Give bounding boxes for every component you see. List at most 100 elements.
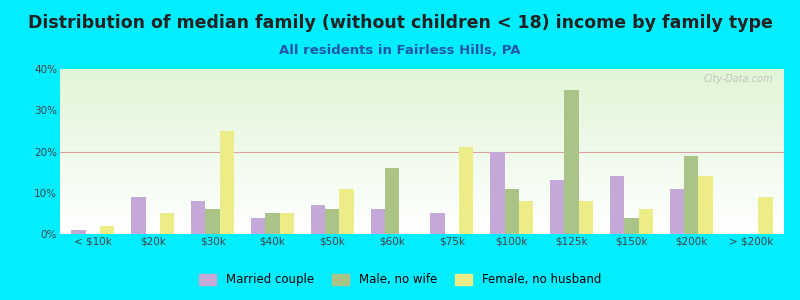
Bar [60,208,784,209]
Bar [60,110,784,112]
Bar [60,116,784,117]
Bar [60,139,784,140]
Bar [325,209,339,234]
Bar [565,90,578,234]
Bar [490,152,505,234]
Bar [60,79,784,80]
Bar [670,189,684,234]
Bar [60,125,784,127]
Bar [60,99,784,101]
Bar [60,156,784,157]
Bar [60,202,784,204]
Bar [60,143,784,145]
Bar [550,180,565,234]
Bar [60,94,784,95]
Bar [60,85,784,87]
Bar [60,205,784,206]
Bar [60,105,784,106]
Bar [60,180,784,182]
Bar [60,200,784,201]
Bar [638,209,653,234]
Bar [60,194,784,196]
Bar [71,230,86,234]
Bar [60,224,784,226]
Bar [60,157,784,158]
Bar [60,83,784,84]
Bar [684,156,698,234]
Bar [60,218,784,219]
Bar [60,112,784,113]
Bar [430,213,445,234]
Bar [60,230,784,231]
Bar [60,196,784,197]
Bar [60,134,784,135]
Bar [60,169,784,171]
Bar [610,176,624,234]
Bar [60,161,784,163]
Bar [60,163,784,164]
Bar [60,84,784,86]
Bar [60,109,784,110]
Bar [698,176,713,234]
Bar [60,135,784,136]
Bar [60,130,784,131]
Bar [60,91,784,92]
Bar [279,213,294,234]
Bar [60,146,784,147]
Bar [60,142,784,143]
Bar [60,193,784,194]
Bar [578,201,593,234]
Bar [60,102,784,104]
Bar [60,184,784,186]
Bar [60,113,784,114]
Legend: Married couple, Male, no wife, Female, no husband: Married couple, Male, no wife, Female, n… [194,269,606,291]
Bar [60,81,784,83]
Bar [60,206,784,208]
Bar [60,73,784,74]
Text: All residents in Fairless Hills, PA: All residents in Fairless Hills, PA [279,44,521,56]
Bar [60,152,784,153]
Bar [60,100,784,102]
Bar [60,189,784,190]
Bar [60,204,784,205]
Bar [60,197,784,198]
Bar [60,160,784,161]
Bar [60,69,784,70]
Bar [60,222,784,223]
Bar [60,226,784,227]
Bar [60,167,784,168]
Bar [60,201,784,202]
Bar [60,173,784,175]
Bar [60,191,784,193]
Bar [60,229,784,230]
Bar [60,164,784,165]
Bar [220,131,234,234]
Bar [100,226,114,234]
Bar [60,106,784,107]
Bar [60,131,784,132]
Bar [60,182,784,183]
Bar [60,178,784,179]
Bar [60,219,784,220]
Bar [131,197,146,234]
Bar [60,95,784,97]
Bar [60,183,784,184]
Bar [60,76,784,77]
Bar [60,227,784,229]
Bar [624,218,638,234]
Bar [459,147,474,234]
Bar [60,123,784,124]
Bar [60,80,784,81]
Bar [60,124,784,125]
Bar [60,87,784,88]
Bar [60,90,784,91]
Bar [60,153,784,154]
Bar [60,118,784,120]
Bar [60,120,784,121]
Bar [60,211,784,212]
Text: City-Data.com: City-Data.com [703,74,773,84]
Bar [60,231,784,232]
Bar [60,74,784,76]
Bar [60,209,784,211]
Bar [60,168,784,170]
